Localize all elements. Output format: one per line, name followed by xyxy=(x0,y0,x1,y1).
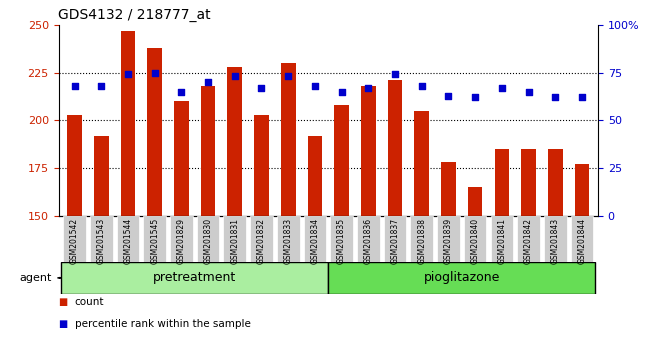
FancyBboxPatch shape xyxy=(197,216,220,262)
Point xyxy=(256,85,266,91)
Text: pioglitazone: pioglitazone xyxy=(424,272,500,284)
FancyBboxPatch shape xyxy=(277,216,300,262)
FancyBboxPatch shape xyxy=(410,216,433,262)
Text: agent: agent xyxy=(20,273,52,283)
Text: GSM201840: GSM201840 xyxy=(471,218,480,264)
Point xyxy=(203,79,213,85)
Text: GSM201844: GSM201844 xyxy=(577,218,586,264)
Point xyxy=(309,83,320,89)
Bar xyxy=(415,111,429,216)
FancyBboxPatch shape xyxy=(63,216,86,262)
Text: GDS4132 / 218777_at: GDS4132 / 218777_at xyxy=(58,8,211,22)
FancyBboxPatch shape xyxy=(224,216,246,262)
FancyBboxPatch shape xyxy=(464,216,486,262)
Point xyxy=(523,89,534,95)
FancyBboxPatch shape xyxy=(143,216,166,262)
Text: GSM201545: GSM201545 xyxy=(150,218,159,264)
Point xyxy=(96,83,107,89)
Bar xyxy=(387,80,402,216)
Bar xyxy=(254,115,269,216)
FancyBboxPatch shape xyxy=(330,216,353,262)
Point xyxy=(417,83,427,89)
Point xyxy=(150,70,160,75)
Bar xyxy=(468,187,482,216)
Text: ■: ■ xyxy=(58,297,68,307)
Point xyxy=(70,83,80,89)
Text: GSM201832: GSM201832 xyxy=(257,218,266,264)
Point xyxy=(470,95,480,100)
FancyBboxPatch shape xyxy=(170,216,192,262)
Text: GSM201842: GSM201842 xyxy=(524,218,533,264)
Point xyxy=(443,93,454,98)
Text: GSM201542: GSM201542 xyxy=(70,218,79,264)
Text: GSM201835: GSM201835 xyxy=(337,218,346,264)
Bar xyxy=(548,149,563,216)
Point xyxy=(550,95,560,100)
FancyBboxPatch shape xyxy=(491,216,514,262)
Bar xyxy=(361,86,376,216)
Point xyxy=(497,85,507,91)
Point xyxy=(390,72,400,77)
Text: GSM201836: GSM201836 xyxy=(364,218,373,264)
Text: GSM201831: GSM201831 xyxy=(230,218,239,264)
Text: count: count xyxy=(75,297,104,307)
Bar xyxy=(495,149,509,216)
Text: GSM201838: GSM201838 xyxy=(417,218,426,264)
Bar xyxy=(174,101,188,216)
Point xyxy=(577,95,587,100)
FancyBboxPatch shape xyxy=(544,216,567,262)
Bar xyxy=(281,63,296,216)
FancyBboxPatch shape xyxy=(61,262,328,294)
FancyBboxPatch shape xyxy=(250,216,273,262)
FancyBboxPatch shape xyxy=(328,262,595,294)
Bar xyxy=(94,136,109,216)
FancyBboxPatch shape xyxy=(357,216,380,262)
Point xyxy=(283,74,293,79)
Text: GSM201837: GSM201837 xyxy=(391,218,400,264)
Bar xyxy=(148,48,162,216)
Point xyxy=(123,72,133,77)
Text: GSM201833: GSM201833 xyxy=(283,218,292,264)
Text: GSM201543: GSM201543 xyxy=(97,218,106,264)
Text: GSM201843: GSM201843 xyxy=(551,218,560,264)
FancyBboxPatch shape xyxy=(517,216,540,262)
Bar xyxy=(441,162,456,216)
FancyBboxPatch shape xyxy=(437,216,460,262)
Text: GSM201841: GSM201841 xyxy=(497,218,506,264)
Point xyxy=(229,74,240,79)
Text: ■: ■ xyxy=(58,319,68,329)
Bar xyxy=(201,86,215,216)
Text: pretreatment: pretreatment xyxy=(153,272,237,284)
FancyBboxPatch shape xyxy=(571,216,593,262)
FancyBboxPatch shape xyxy=(304,216,326,262)
FancyBboxPatch shape xyxy=(90,216,112,262)
Point xyxy=(337,89,347,95)
Bar xyxy=(227,67,242,216)
Point xyxy=(176,89,187,95)
Text: GSM201839: GSM201839 xyxy=(444,218,453,264)
Bar xyxy=(575,164,590,216)
Bar xyxy=(121,30,135,216)
Text: GSM201544: GSM201544 xyxy=(124,218,133,264)
Text: GSM201830: GSM201830 xyxy=(203,218,213,264)
Text: GSM201834: GSM201834 xyxy=(311,218,319,264)
Bar xyxy=(334,105,349,216)
Bar xyxy=(67,115,82,216)
Bar xyxy=(307,136,322,216)
FancyBboxPatch shape xyxy=(384,216,406,262)
Point xyxy=(363,85,374,91)
Text: percentile rank within the sample: percentile rank within the sample xyxy=(75,319,251,329)
Text: GSM201829: GSM201829 xyxy=(177,218,186,264)
FancyBboxPatch shape xyxy=(116,216,139,262)
Bar xyxy=(521,149,536,216)
